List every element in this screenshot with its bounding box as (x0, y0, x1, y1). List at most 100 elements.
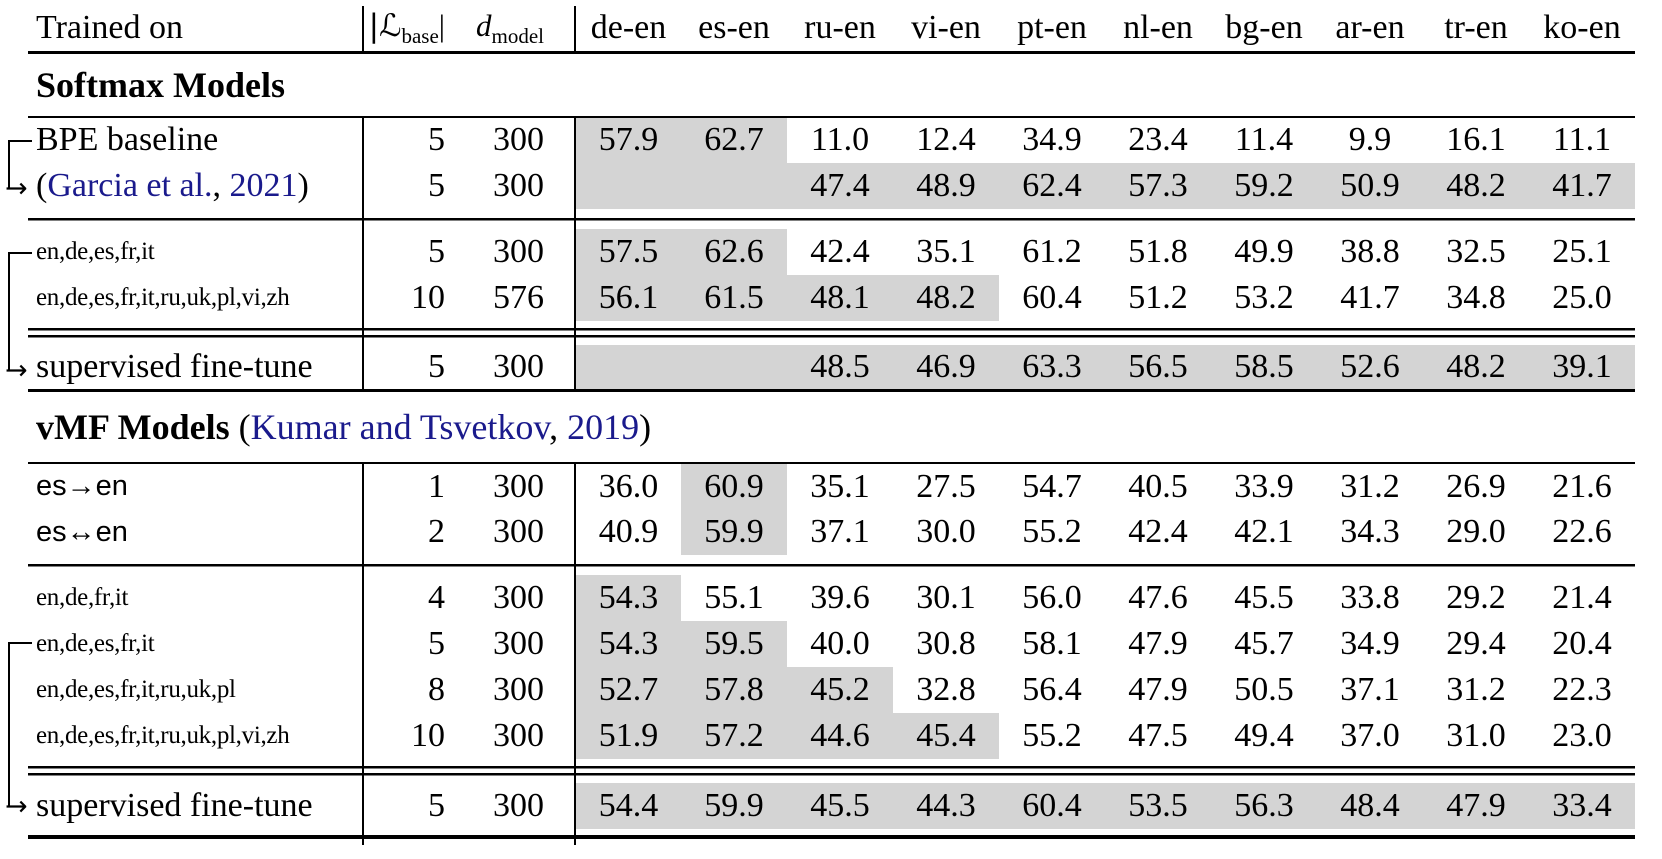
score-cell (681, 344, 787, 391)
citation-link[interactable]: Kumar and Tsvetkov (250, 407, 550, 447)
score-cell: 36.0 (574, 463, 681, 509)
score-cell: 34.9 (1022, 121, 1082, 158)
score-cell: 48.9 (893, 162, 999, 209)
score-cell: 41.7 (1529, 162, 1635, 209)
score-cell: 25.0 (1552, 278, 1612, 316)
citation-text: ( (36, 166, 48, 204)
table-body: Softmax Models BPE baseline 5 300 57.9 62.7 11… (28, 52, 1635, 845)
citation-link[interactable]: 2019 (558, 407, 640, 447)
rule-segment (28, 829, 363, 845)
lbase-value: 5 (362, 344, 455, 391)
results-table: Trained on |ℒbase| dmodel de-en es-en ru… (28, 6, 1635, 845)
row-label: en,de,es,fr,it (36, 237, 155, 265)
score-cell: 55.2 (1022, 717, 1082, 754)
rule-segment (574, 208, 1635, 229)
table-row: en,de,fr,it 4 300 54.3 55.1 39.6 30.1 56.0 47.6 4… (28, 575, 1635, 621)
citation-link[interactable]: 2021 (221, 166, 298, 204)
rule-segment (362, 759, 575, 783)
col-header-lbase: |ℒbase| (362, 6, 455, 52)
score-cell: 45.2 (787, 667, 893, 713)
col-header-lang: tr-en (1444, 9, 1508, 47)
score-cell: 56.3 (1211, 783, 1317, 829)
score-cell: 31.2 (1446, 671, 1506, 708)
score-cell: 44.6 (787, 713, 893, 759)
row-label: en,de,es,fr,it,ru,uk,pl,vi,zh (36, 283, 290, 311)
score-cell: 25.1 (1552, 232, 1612, 270)
lbase-value: 10 (362, 274, 455, 321)
lbase-value: 8 (362, 667, 455, 713)
rule-segment (28, 208, 363, 229)
math-pipe: | (438, 7, 445, 43)
rule-divider (28, 208, 1635, 229)
row-connector-bracket: → (5, 642, 32, 820)
score-cell: 34.9 (1340, 625, 1400, 662)
score-cell: 46.9 (893, 344, 999, 391)
col-header-lang: ar-en (1335, 9, 1405, 47)
table-row: en,de,es,fr,it 5 300 54.3 59.5 40.0 30.8 58.1 47… (28, 621, 1635, 667)
table-row: BPE baseline 5 300 57.9 62.7 11.0 12.4 34.9 23.4… (28, 116, 1635, 163)
score-cell: 62.6 (681, 228, 787, 275)
score-cell: 54.4 (574, 783, 681, 829)
results-table-container: Trained on |ℒbase| dmodel de-en es-en ru… (28, 6, 1635, 845)
table-row: en,de,es,fr,it,ru,uk,pl,vi,zh 10 576 56.1 61… (28, 274, 1635, 321)
score-cell: 29.2 (1446, 579, 1506, 616)
row-label: (Garcia et al., 2021) (28, 163, 363, 209)
score-cell: 51.2 (1128, 278, 1188, 316)
dmodel-value: 300 (493, 467, 544, 505)
score-cell: 41.7 (1340, 278, 1400, 316)
score-cell: 60.9 (681, 463, 787, 509)
score-cell: 34.3 (1340, 513, 1400, 550)
score-cell: 33.4 (1529, 783, 1635, 829)
row-label: supervised fine-tune (36, 347, 313, 385)
row-connector-bracket: → (5, 140, 32, 202)
score-cell: 42.4 (810, 232, 870, 270)
score-cell: 62.7 (681, 116, 787, 163)
score-cell: 48.1 (787, 274, 893, 321)
citation-text: ( (229, 407, 251, 447)
dmodel-value: 300 (493, 347, 544, 385)
col-header-trained-on: Trained on (36, 9, 184, 47)
section-header-row: vMF Models (Kumar and Tsvetkov, 2019) (28, 389, 1635, 464)
score-cell: 11.4 (1234, 121, 1294, 158)
table-row: es↔en 2 300 40.9 59.9 37.1 30.0 55.2 42.4 42.1 34.… (28, 509, 1635, 555)
rule-segment (362, 829, 575, 845)
row-label: es↔en (36, 515, 128, 548)
arrow-right-icon: → (5, 355, 28, 386)
citation-link[interactable]: Garcia et al. (47, 166, 213, 204)
score-cell: 26.9 (1446, 467, 1506, 505)
score-cell: 60.4 (999, 783, 1105, 829)
col-header-lang: de-en (574, 6, 681, 52)
row-label: en,de,es,fr,it,ru,uk,pl,vi,zh (36, 722, 290, 749)
rule-segment (574, 320, 1635, 345)
row-connector-bracket: → (5, 252, 32, 384)
row-label: en,de,fr,it (36, 584, 129, 611)
score-cell: 42.1 (1234, 513, 1294, 550)
score-cell: 57.2 (681, 713, 787, 759)
row-label: BPE baseline (36, 121, 219, 158)
score-cell: 60.4 (1022, 278, 1082, 316)
rule-divider (28, 320, 1635, 345)
dmodel-value: 300 (493, 671, 544, 708)
score-cell: 42.4 (1128, 513, 1188, 550)
section-header: vMF Models (Kumar and Tsvetkov, 2019) (28, 389, 1635, 464)
score-cell: 63.3 (999, 344, 1105, 391)
rule-segment (574, 759, 1635, 783)
section-header: Softmax Models (28, 52, 1635, 118)
citation-text: ) (297, 166, 309, 204)
score-cell (574, 162, 681, 209)
score-cell: 29.0 (1446, 513, 1506, 550)
score-cell: 48.2 (1423, 344, 1529, 391)
dmodel-value: 300 (493, 579, 544, 616)
row-label: en,de,es,fr,it (36, 630, 155, 657)
table-row: supervised fine-tune 5 300 48.5 46.9 63.3 56.5… (28, 344, 1635, 391)
score-cell: 31.2 (1340, 467, 1400, 505)
table-row: en,de,es,fr,it,ru,uk,pl,vi,zh 10 300 51.9 57… (28, 713, 1635, 759)
lbase-value: 2 (362, 509, 455, 555)
score-cell: 35.1 (916, 232, 976, 270)
score-cell: 47.9 (1423, 783, 1529, 829)
score-cell: 27.5 (916, 467, 976, 505)
score-cell: 32.5 (1446, 232, 1506, 270)
score-cell: 40.9 (574, 509, 681, 555)
score-cell: 54.3 (574, 621, 681, 667)
rule-segment (362, 555, 575, 575)
